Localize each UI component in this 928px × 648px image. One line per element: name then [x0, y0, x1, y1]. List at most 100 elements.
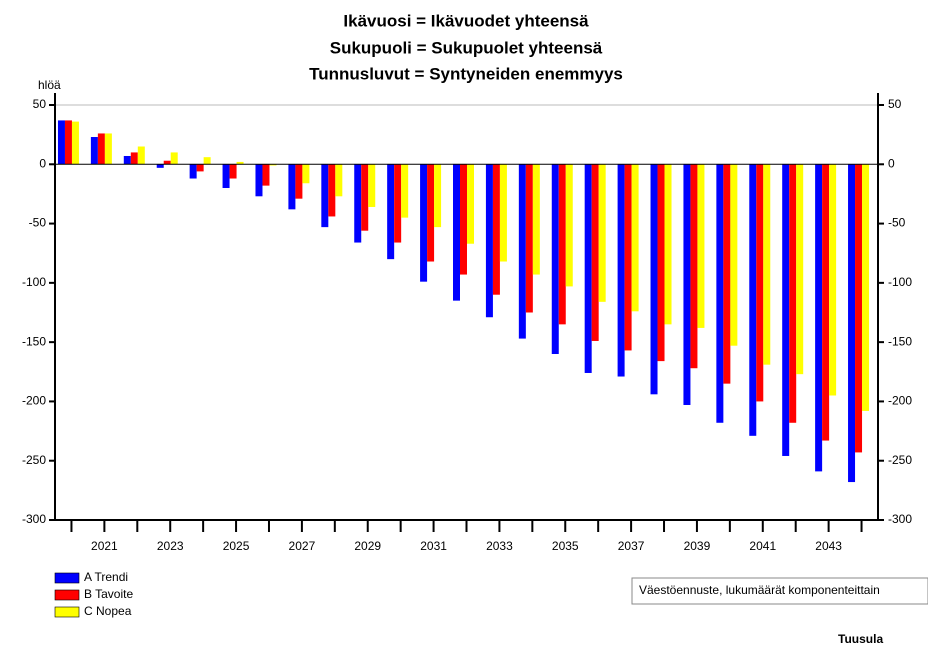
- x-tick-label: 2031: [420, 539, 447, 553]
- chart-title: Sukupuoli = Sukupuolet yhteensä: [330, 38, 603, 57]
- y2-tick-label: 50: [888, 97, 902, 111]
- bar: [796, 164, 804, 375]
- y-tick-label: -200: [22, 394, 46, 408]
- bar: [855, 164, 863, 453]
- bar: [631, 164, 639, 312]
- y-tick-label: -50: [29, 216, 47, 230]
- y2-tick-label: -150: [888, 334, 912, 348]
- bar: [525, 164, 533, 313]
- y2-tick-label: -200: [888, 394, 912, 408]
- bar: [690, 164, 698, 369]
- y-tick-label: 0: [39, 156, 46, 170]
- bar: [64, 120, 72, 165]
- bar: [730, 164, 738, 346]
- bar: [170, 152, 178, 165]
- bar: [262, 164, 270, 186]
- bar: [485, 164, 493, 318]
- y-tick-label: -150: [22, 334, 46, 348]
- bar: [453, 164, 460, 301]
- bar: [862, 164, 870, 411]
- bar: [499, 164, 507, 262]
- y2-tick-label: -100: [888, 275, 912, 289]
- bar: [697, 164, 705, 328]
- bar: [269, 164, 277, 166]
- bar: [829, 164, 837, 396]
- bar: [822, 164, 830, 441]
- bar: [518, 164, 526, 339]
- bar: [664, 164, 672, 325]
- bar: [723, 164, 731, 384]
- legend-swatch: [54, 606, 80, 618]
- bar: [683, 164, 691, 405]
- region: Tuusula: [838, 632, 883, 646]
- bar: [591, 164, 599, 341]
- bar: [565, 164, 573, 287]
- bar: [368, 164, 376, 207]
- bar: [598, 164, 606, 302]
- bar: [657, 164, 665, 362]
- bar: [763, 164, 771, 365]
- bar: [321, 164, 329, 228]
- bar: [551, 164, 559, 354]
- bar: [460, 164, 467, 275]
- bar: [104, 133, 112, 165]
- bar: [394, 164, 402, 243]
- chart-title: Tunnusluvut = Syntyneiden enemmyys: [309, 64, 623, 83]
- bar: [295, 164, 303, 199]
- y-tick-label: -300: [22, 512, 46, 526]
- bar: [420, 164, 428, 282]
- legend-label: C Nopea: [84, 604, 132, 618]
- x-tick-label: 2043: [815, 539, 842, 553]
- bar: [716, 164, 724, 423]
- bar: [156, 164, 164, 168]
- y-tick-label: -100: [22, 275, 46, 289]
- bar: [749, 164, 757, 436]
- bar: [335, 164, 343, 197]
- y-axis-label: hlöä: [38, 78, 61, 92]
- bar: [328, 164, 336, 217]
- bar: [815, 164, 823, 472]
- bar: [361, 164, 369, 231]
- legend-swatch: [54, 572, 80, 584]
- bar: [650, 164, 658, 395]
- x-tick-label: 2033: [486, 539, 513, 553]
- x-tick-label: 2025: [223, 539, 250, 553]
- y-tick-label: -250: [22, 453, 46, 467]
- x-tick-label: 2035: [552, 539, 579, 553]
- bar: [434, 164, 442, 228]
- bar: [163, 160, 171, 165]
- bar: [387, 164, 395, 260]
- legend-swatch: [54, 589, 80, 601]
- x-tick-label: 2021: [91, 539, 118, 553]
- x-tick-label: 2023: [157, 539, 184, 553]
- chart-title: Ikävuosi = Ikävuodet yhteensä: [343, 11, 589, 30]
- x-tick-label: 2037: [618, 539, 645, 553]
- bar: [222, 164, 230, 188]
- bar: [302, 164, 310, 184]
- bar: [354, 164, 362, 243]
- bar: [558, 164, 566, 325]
- bar: [137, 146, 145, 165]
- y2-tick-label: -300: [888, 512, 912, 526]
- bar: [848, 164, 856, 483]
- x-tick-label: 2041: [749, 539, 776, 553]
- legend-label: A Trendi: [84, 570, 128, 584]
- legend-label: B Tavoite: [84, 587, 133, 601]
- bar: [123, 155, 131, 165]
- bar: [532, 164, 540, 275]
- bar: [189, 164, 197, 179]
- bar: [90, 137, 98, 165]
- bar: [236, 161, 244, 165]
- y2-tick-label: 0: [888, 156, 895, 170]
- bar: [467, 164, 474, 244]
- x-tick-label: 2039: [684, 539, 711, 553]
- bar: [255, 164, 263, 197]
- source-box: [631, 577, 928, 605]
- x-tick-label: 2027: [289, 539, 316, 553]
- bar: [71, 121, 79, 165]
- bar: [584, 164, 592, 373]
- bar: [756, 164, 764, 402]
- bar: [130, 152, 138, 165]
- bar: [617, 164, 625, 377]
